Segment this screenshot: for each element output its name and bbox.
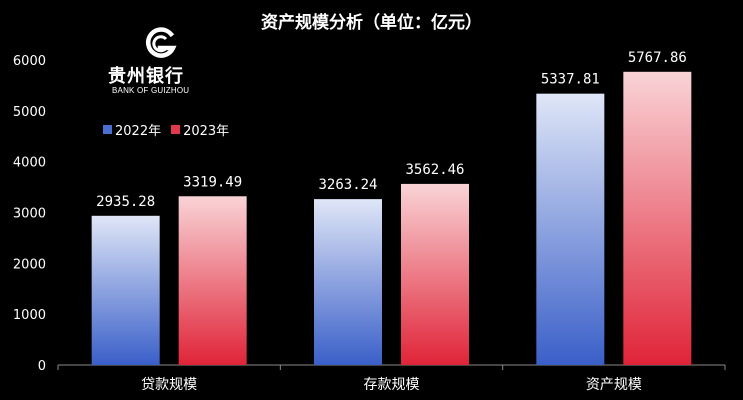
- data-label: 5767.86: [628, 50, 687, 66]
- x-tick-label: 资产规模: [586, 377, 642, 393]
- legend: 2022年 2023年: [103, 120, 229, 139]
- bar-2023: [623, 71, 692, 366]
- y-tick-label: 0: [38, 359, 46, 374]
- data-label: 5337.81: [541, 72, 600, 88]
- y-tick-label: 4000: [13, 156, 46, 171]
- y-tick-label: 5000: [13, 105, 46, 120]
- x-tick-label: 贷款规模: [141, 377, 197, 393]
- y-tick-label: 6000: [13, 54, 46, 69]
- logo-subtitle: BANK OF GUIZHOU: [112, 86, 190, 95]
- legend-label-2022: 2022年: [115, 124, 162, 139]
- bar-2022: [91, 215, 160, 365]
- bar-2022: [314, 199, 382, 365]
- legend-item-2022: 2022年: [103, 120, 161, 139]
- y-tick-label: 3000: [13, 207, 46, 222]
- legend-swatch-2022: [103, 125, 112, 134]
- bar-2023: [178, 196, 247, 365]
- legend-swatch-2023: [171, 125, 181, 134]
- logo-mark-icon: [145, 27, 177, 58]
- chart-title: 资产规模分析（单位：亿元）: [261, 13, 482, 33]
- bank-logo: 贵州银行 BANK OF GUIZHOU: [100, 26, 230, 96]
- legend-item-2023: 2023年: [171, 120, 229, 139]
- data-label: 3319.49: [183, 174, 242, 190]
- bar-2022: [536, 93, 605, 366]
- bar-2023: [401, 183, 469, 365]
- legend-label-2023: 2023年: [183, 124, 230, 139]
- data-label: 2935.28: [96, 194, 155, 210]
- axes: 0 1000 2000 3000 4000 5000 6000 贷款规模 存款规模 资产规模: [13, 54, 726, 393]
- data-label: 3562.46: [405, 162, 464, 178]
- logo-name: 贵州银行: [108, 66, 184, 87]
- y-tick-label: 2000: [13, 257, 46, 272]
- data-label: 3263.24: [318, 177, 377, 193]
- data-labels: 2935.28 3319.49 3263.24 3562.46 5337.81 5767.…: [96, 50, 687, 210]
- x-tick-label: 存款规模: [364, 377, 420, 393]
- y-tick-label: 1000: [13, 308, 46, 323]
- bars: [91, 71, 692, 366]
